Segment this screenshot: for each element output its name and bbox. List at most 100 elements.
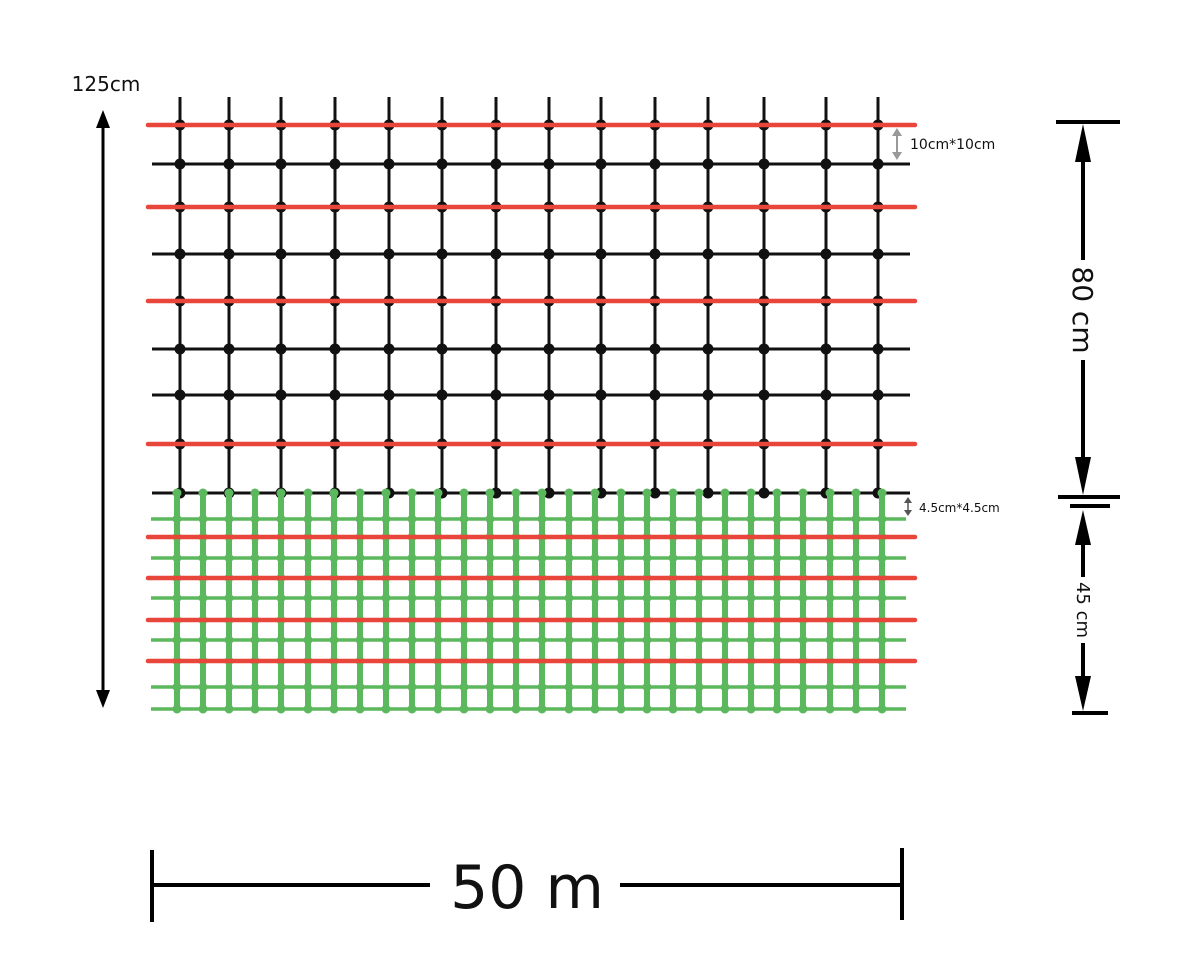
- green-knot: [851, 514, 861, 524]
- black-knot: [275, 158, 287, 170]
- green-knot: [198, 593, 208, 603]
- green-knot: [459, 488, 469, 498]
- green-knot: [564, 553, 574, 563]
- length-dimension: 50 m: [150, 848, 904, 923]
- green-knot: [798, 704, 808, 714]
- green-knot: [616, 593, 626, 603]
- lower-height-dimension: 45 cm: [1070, 504, 1110, 715]
- green-knot: [877, 682, 887, 692]
- green-knot: [798, 593, 808, 603]
- green-knot: [485, 635, 495, 645]
- green-knot: [381, 553, 391, 563]
- green-knot: [485, 593, 495, 603]
- green-knot: [511, 488, 521, 498]
- green-knot: [772, 514, 782, 524]
- green-knot: [616, 704, 626, 714]
- green-knot: [250, 488, 260, 498]
- green-knot: [798, 682, 808, 692]
- black-knot: [174, 343, 186, 355]
- black-knot: [543, 158, 555, 170]
- green-knot: [590, 635, 600, 645]
- arrow-up-icon: [1075, 124, 1091, 162]
- green-knot: [590, 682, 600, 692]
- upper-black-mesh: [152, 97, 910, 499]
- green-knot: [851, 488, 861, 498]
- green-knot: [276, 704, 286, 714]
- green-knot: [877, 553, 887, 563]
- black-knot: [329, 158, 341, 170]
- green-knot: [616, 488, 626, 498]
- green-knot: [590, 704, 600, 714]
- green-knot: [459, 593, 469, 603]
- black-knot: [649, 158, 661, 170]
- arrow-up-icon: [96, 110, 110, 128]
- green-knot: [642, 635, 652, 645]
- black-knot: [329, 248, 341, 260]
- black-knot: [758, 248, 770, 260]
- green-knot: [537, 635, 547, 645]
- green-knot: [381, 593, 391, 603]
- green-knot: [825, 553, 835, 563]
- green-knot: [798, 635, 808, 645]
- green-knot: [720, 682, 730, 692]
- green-knot: [381, 704, 391, 714]
- green-knot: [564, 635, 574, 645]
- green-knot: [694, 514, 704, 524]
- green-knot: [798, 488, 808, 498]
- black-knot: [702, 343, 714, 355]
- black-knot: [383, 343, 395, 355]
- green-knot: [851, 682, 861, 692]
- black-knot: [820, 389, 832, 401]
- green-knot: [720, 593, 730, 603]
- green-knot: [511, 682, 521, 692]
- black-knot: [595, 158, 607, 170]
- green-knot: [355, 704, 365, 714]
- green-knot: [198, 488, 208, 498]
- green-knot: [668, 704, 678, 714]
- green-knot: [250, 514, 260, 524]
- lower-green-mesh: [151, 488, 906, 714]
- green-knot: [642, 682, 652, 692]
- upper-height-dimension: 80 cm: [1056, 120, 1120, 499]
- green-knot: [250, 635, 260, 645]
- green-knot: [198, 553, 208, 563]
- black-knot: [702, 248, 714, 260]
- green-knot: [642, 488, 652, 498]
- green-knot: [746, 514, 756, 524]
- green-knot: [433, 593, 443, 603]
- green-knot: [433, 553, 443, 563]
- green-knot: [459, 682, 469, 692]
- green-knot: [825, 514, 835, 524]
- total-height-dimension: 125cm: [72, 72, 140, 708]
- green-knot: [172, 682, 182, 692]
- arrow-up-icon: [1075, 510, 1091, 545]
- green-knot: [250, 593, 260, 603]
- black-knot: [275, 248, 287, 260]
- length-label: 50 m: [450, 853, 604, 923]
- green-knot: [250, 682, 260, 692]
- green-knot: [668, 514, 678, 524]
- black-knot: [174, 248, 186, 260]
- green-knot: [537, 514, 547, 524]
- black-knot: [649, 389, 661, 401]
- green-knot: [381, 635, 391, 645]
- green-knot: [877, 635, 887, 645]
- black-knot: [758, 389, 770, 401]
- green-knot: [224, 635, 234, 645]
- green-knot: [433, 635, 443, 645]
- green-knot: [250, 553, 260, 563]
- green-knot: [303, 704, 313, 714]
- green-knot: [642, 704, 652, 714]
- green-knot: [746, 682, 756, 692]
- green-knot: [329, 553, 339, 563]
- green-knot: [224, 488, 234, 498]
- black-knot: [543, 389, 555, 401]
- green-knot: [772, 488, 782, 498]
- green-knot: [590, 488, 600, 498]
- green-knot: [537, 553, 547, 563]
- green-knot: [381, 514, 391, 524]
- green-knot: [694, 704, 704, 714]
- green-knot: [825, 635, 835, 645]
- green-knot: [798, 553, 808, 563]
- green-knot: [172, 704, 182, 714]
